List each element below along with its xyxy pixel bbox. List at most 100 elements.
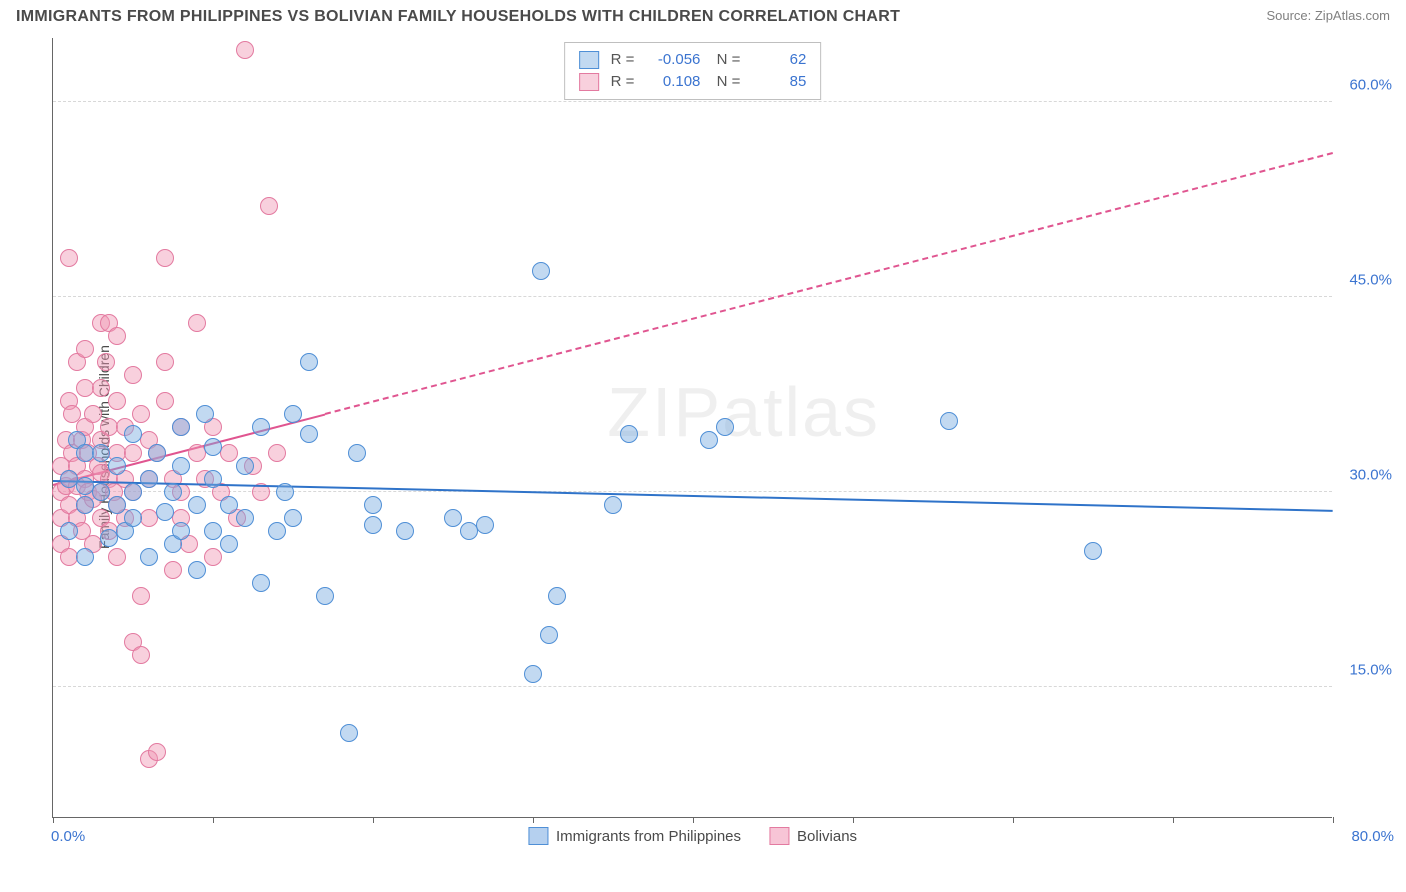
data-point [172,457,190,475]
chart-container: Family Households with Children ZIPatlas… [8,32,1398,862]
data-point [300,353,318,371]
data-point [124,366,142,384]
x-tick [1333,817,1334,823]
data-point [148,743,166,761]
data-point [132,405,150,423]
stats-row-series-2: R = 0.108 N = 85 [579,71,807,93]
data-point [196,405,214,423]
data-point [604,496,622,514]
n-value-series-2: 85 [752,71,806,93]
legend-item-series-2: Bolivians [769,827,857,845]
data-point [268,444,286,462]
data-point [204,522,222,540]
data-point [97,353,115,371]
gridline-h [53,296,1332,297]
x-tick [213,817,214,823]
data-point [940,412,958,430]
x-axis-min-label: 0.0% [51,828,85,845]
stats-row-series-1: R = -0.056 N = 62 [579,49,807,71]
n-label: N = [712,49,740,71]
data-point [284,405,302,423]
data-point [164,483,182,501]
data-point [260,197,278,215]
data-point [268,522,286,540]
x-tick [53,817,54,823]
x-axis-max-label: 80.0% [1338,828,1394,845]
legend-label-series-1: Immigrants from Philippines [556,828,741,845]
chart-title: IMMIGRANTS FROM PHILIPPINES VS BOLIVIAN … [16,8,900,26]
data-point [92,379,110,397]
data-point [220,496,238,514]
data-point [476,516,494,534]
data-point [236,41,254,59]
data-point [700,431,718,449]
legend-swatch-series-1 [528,827,548,845]
data-point [76,340,94,358]
data-point [172,418,190,436]
r-label: R = [611,49,635,71]
data-point [92,483,110,501]
data-point [204,470,222,488]
data-point [108,457,126,475]
gridline-h [53,686,1332,687]
data-point [132,587,150,605]
data-point [548,587,566,605]
data-point [364,496,382,514]
stats-legend: R = -0.056 N = 62 R = 0.108 N = 85 [564,42,822,100]
data-point [76,548,94,566]
data-point [348,444,366,462]
data-point [60,249,78,267]
data-point [156,503,174,521]
r-label: R = [611,71,635,93]
data-point [84,405,102,423]
trend-line [53,480,1333,512]
data-point [156,249,174,267]
swatch-series-2 [579,73,599,91]
gridline-h [53,101,1332,102]
data-point [60,522,78,540]
x-tick [853,817,854,823]
data-point [108,392,126,410]
data-point [140,548,158,566]
r-value-series-2: 0.108 [646,71,700,93]
data-point [236,457,254,475]
data-point [532,262,550,280]
data-point [164,561,182,579]
data-point [220,444,238,462]
chart-source: Source: ZipAtlas.com [1266,8,1390,23]
data-point [132,646,150,664]
trend-line [325,152,1333,415]
legend-item-series-1: Immigrants from Philippines [528,827,741,845]
data-point [284,509,302,527]
data-point [236,509,254,527]
data-point [1084,542,1102,560]
data-point [148,444,166,462]
y-tick-label: 30.0% [1336,467,1392,484]
data-point [220,535,238,553]
n-value-series-1: 62 [752,49,806,71]
data-point [316,587,334,605]
data-point [140,470,158,488]
data-point [716,418,734,436]
x-tick [693,817,694,823]
legend-swatch-series-2 [769,827,789,845]
data-point [444,509,462,527]
legend-label-series-2: Bolivians [797,828,857,845]
data-point [124,425,142,443]
data-point [252,418,270,436]
chart-header: IMMIGRANTS FROM PHILIPPINES VS BOLIVIAN … [8,8,1398,32]
data-point [204,548,222,566]
data-point [340,724,358,742]
data-point [204,438,222,456]
data-point [124,483,142,501]
data-point [540,626,558,644]
data-point [108,548,126,566]
data-point [188,496,206,514]
n-label: N = [712,71,740,93]
data-point [172,522,190,540]
data-point [76,496,94,514]
plot-area: ZIPatlas R = -0.056 N = 62 R = 0.108 N =… [52,38,1332,818]
data-point [364,516,382,534]
data-point [620,425,638,443]
data-point [124,444,142,462]
